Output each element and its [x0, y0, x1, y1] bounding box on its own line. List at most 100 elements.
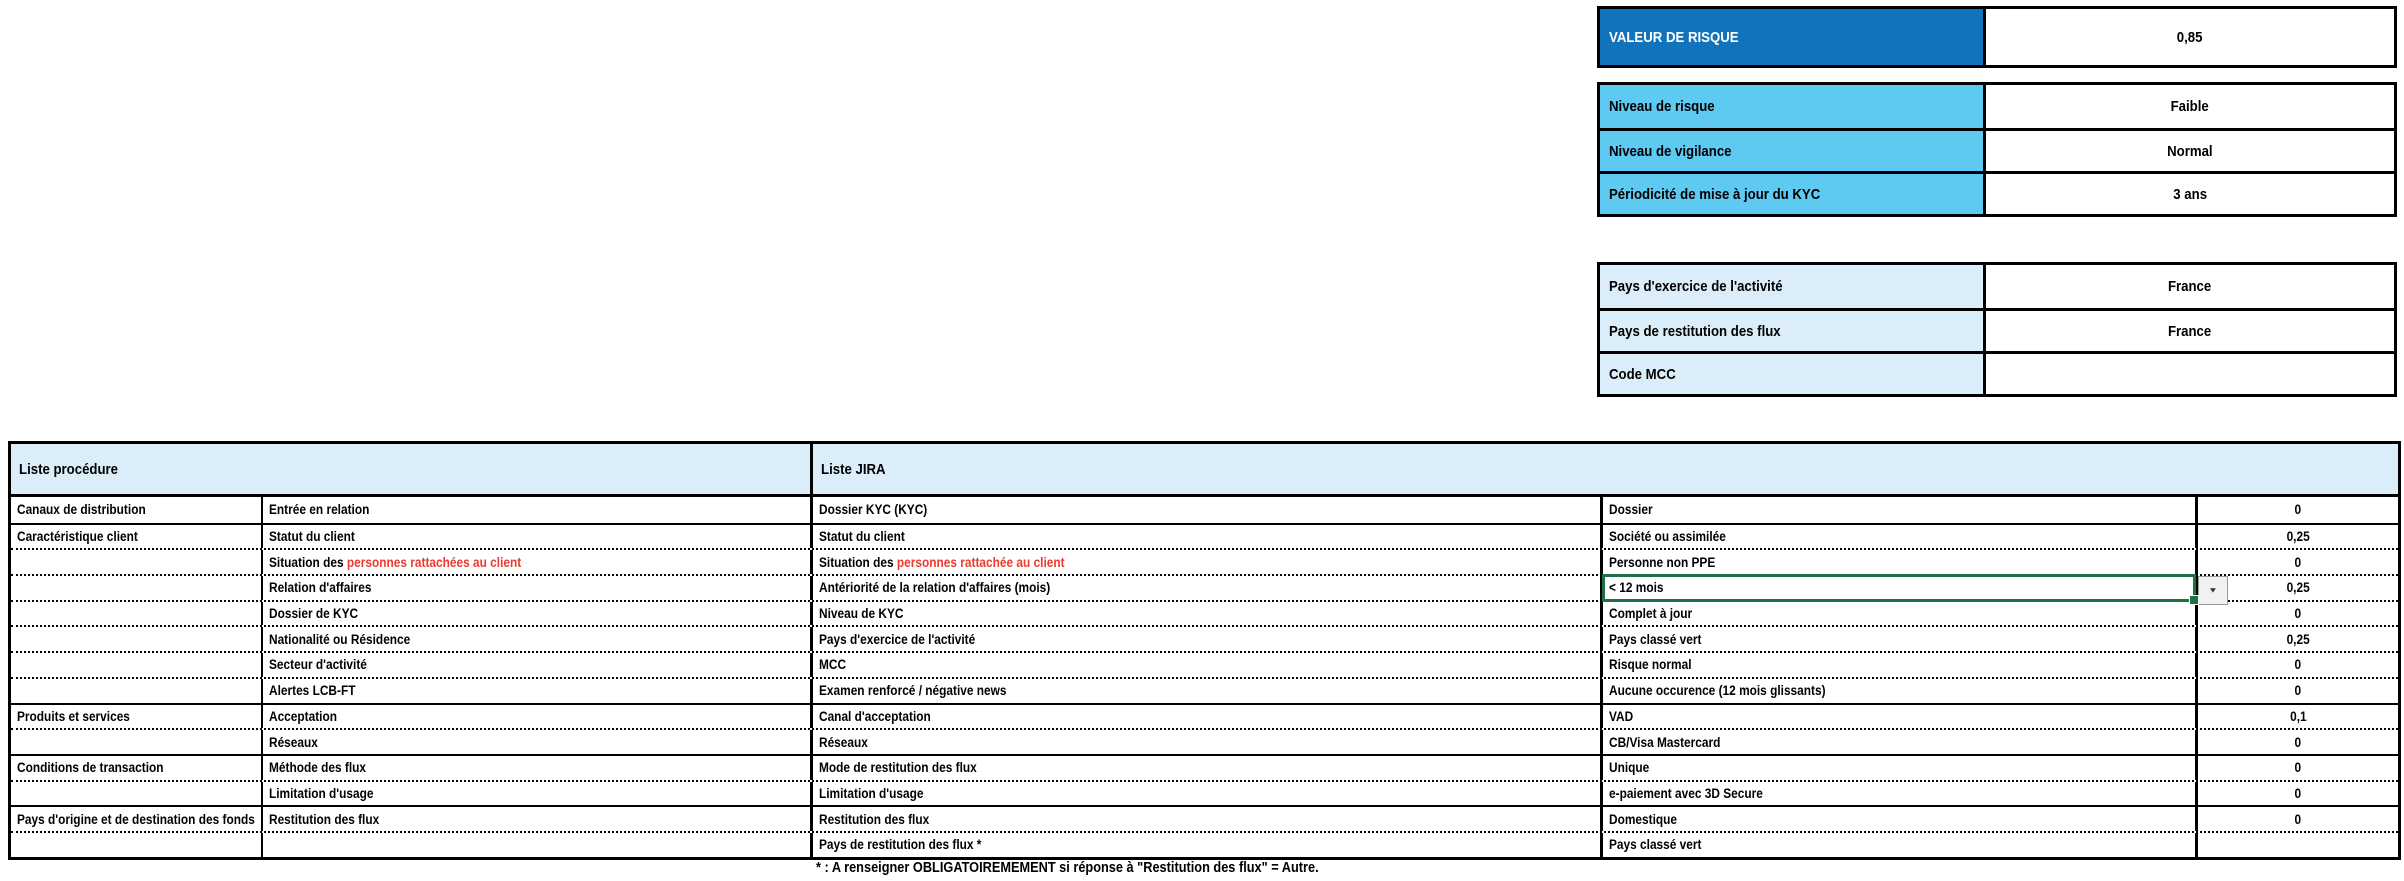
- jira-text: Limitation d'usage: [819, 785, 924, 801]
- score-cell[interactable]: 0: [2198, 782, 2398, 806]
- table-row: Canaux de distribution Entrée en relatio…: [11, 497, 2398, 523]
- answer-cell[interactable]: Pays classé vert: [1603, 832, 2198, 857]
- score-cell[interactable]: [2198, 833, 2398, 857]
- score-cell[interactable]: 0: [2198, 602, 2398, 626]
- score-cell[interactable]: 0: [2198, 679, 2398, 703]
- answer-cell[interactable]: Dossier: [1603, 497, 2198, 523]
- answer-cell[interactable]: Domestique: [1603, 807, 2198, 831]
- score-cell[interactable]: 0: [2198, 653, 2398, 677]
- risk-value-label: VALEUR DE RISQUE: [1600, 9, 1986, 65]
- pays-exercice-cell[interactable]: France: [1986, 265, 2394, 308]
- criteria-table-body: Canaux de distribution Entrée en relatio…: [11, 497, 2398, 857]
- answer-cell[interactable]: VAD: [1603, 704, 2198, 729]
- answer-text: CB/Visa Mastercard: [1609, 734, 1721, 750]
- answer-cell[interactable]: Aucune occurence (12 mois glissants): [1603, 678, 2198, 703]
- procedure-text: Acceptation: [269, 708, 337, 724]
- answer-cell[interactable]: Société ou assimilée: [1603, 524, 2198, 549]
- country-block: Pays d'exercice de l'activité France Pay…: [1597, 262, 2397, 397]
- jira-text: Pays d'exercice de l'activité: [819, 631, 976, 647]
- procedure-text: Situation des: [269, 554, 347, 570]
- procedure-cell: Limitation d'usage: [263, 781, 813, 806]
- answer-text: < 12 mois: [1609, 580, 1664, 596]
- code-mcc-cell[interactable]: [1986, 354, 2394, 394]
- score-cell[interactable]: 0: [2198, 756, 2398, 780]
- answer-text: Aucune occurence (12 mois glissants): [1609, 683, 1826, 699]
- risk-value-cell[interactable]: 0,85: [1986, 9, 2394, 65]
- pays-restitution-value: France: [2168, 322, 2212, 340]
- category-cell: [11, 627, 263, 652]
- risk-level-row: Périodicité de mise à jour du KYC 3 ans: [1600, 171, 2394, 214]
- score-text: 0: [2294, 554, 2302, 570]
- category-text: Conditions de transaction: [17, 760, 164, 776]
- category-cell: Canaux de distribution: [11, 497, 263, 523]
- answer-text: Société ou assimilée: [1609, 529, 1726, 545]
- pays-exercice-label: Pays d'exercice de l'activité: [1600, 265, 1986, 308]
- procedure-cell: Statut du client: [263, 524, 813, 549]
- country-row: Pays d'exercice de l'activité France: [1600, 265, 2394, 308]
- score-text: 0,25: [2286, 580, 2310, 596]
- procedure-text: Alertes LCB-FT: [269, 683, 356, 699]
- answer-text: Pays classé vert: [1609, 631, 1702, 647]
- table-row: Conditions de transaction Méthode des fl…: [11, 753, 2398, 780]
- jira-cell: Pays d'exercice de l'activité: [813, 627, 1603, 652]
- score-text: 0,1: [2289, 708, 2307, 724]
- procedure-text: Nationalité ou Résidence: [269, 631, 411, 647]
- risk-value-text: 0,85: [2177, 28, 2203, 46]
- periodicite-kyc-value: 3 ans: [2173, 185, 2207, 203]
- answer-cell[interactable]: Unique: [1603, 755, 2198, 780]
- score-cell[interactable]: 0: [2198, 550, 2398, 574]
- answer-cell[interactable]: Pays classé vert: [1603, 627, 2198, 652]
- dropdown-button[interactable]: ▼: [2198, 576, 2228, 606]
- periodicite-kyc-cell[interactable]: 3 ans: [1986, 174, 2394, 214]
- procedure-cell: Méthode des flux: [263, 755, 813, 780]
- score-cell[interactable]: 0: [2198, 730, 2398, 754]
- dropdown-arrow-icon: ▼: [2208, 586, 2218, 595]
- answer-cell-selected[interactable]: < 12 mois ▼: [1602, 574, 2228, 606]
- procedure-text: Relation d'affaires: [269, 580, 372, 596]
- procedure-text: Entrée en relation: [269, 502, 370, 518]
- score-cell[interactable]: 0,25: [2198, 525, 2398, 549]
- answer-cell[interactable]: Personne non PPE: [1603, 550, 2198, 575]
- answer-cell[interactable]: CB/Visa Mastercard: [1603, 730, 2198, 754]
- answer-cell[interactable]: Complet à jour: [1603, 601, 2198, 626]
- jira-text: Canal d'acceptation: [819, 708, 931, 724]
- score-cell[interactable]: 0,1: [2198, 705, 2398, 729]
- country-row: Code MCC: [1600, 351, 2394, 394]
- score-cell[interactable]: 0: [2198, 807, 2398, 831]
- score-text: 0: [2294, 502, 2302, 518]
- jira-text: Mode de restitution des flux: [819, 760, 977, 776]
- procedure-cell: Restitution des flux: [263, 807, 813, 831]
- category-cell: [11, 576, 263, 600]
- selection-border: [1602, 574, 2196, 602]
- risk-value-row: VALEUR DE RISQUE 0,85: [1600, 9, 2394, 65]
- category-cell: Pays d'origine et de destination des fon…: [11, 807, 263, 831]
- risk-level-row: Niveau de risque Faible: [1600, 85, 2394, 128]
- table-row: Limitation d'usage Limitation d'usage e-…: [11, 779, 2398, 806]
- jira-cell: Limitation d'usage: [813, 781, 1603, 806]
- pays-exercice-value: France: [2168, 278, 2212, 295]
- jira-cell: Réseaux: [813, 730, 1603, 754]
- procedure-text: Limitation d'usage: [269, 785, 374, 801]
- pays-restitution-label: Pays de restitution des flux: [1600, 311, 1986, 351]
- jira-cell: Canal d'acceptation: [813, 704, 1603, 729]
- code-mcc-label-text: Code MCC: [1609, 365, 1676, 383]
- pays-restitution-cell[interactable]: France: [1986, 311, 2394, 351]
- niveau-vigilance-cell[interactable]: Normal: [1986, 131, 2394, 171]
- table-row: Pays d'origine et de destination des fon…: [11, 805, 2398, 831]
- answer-cell[interactable]: Risque normal: [1603, 653, 2198, 677]
- footnote: * : A renseigner OBLIGATOIREMEMENT si ré…: [816, 860, 1387, 876]
- selection-fill-handle[interactable]: [2189, 594, 2199, 605]
- score-cell[interactable]: 0,25: [2198, 627, 2398, 651]
- jira-red-text: personnes rattachée au client: [896, 554, 1065, 570]
- jira-cell: Antériorité de la relation d'affaires (m…: [813, 576, 1603, 600]
- score-cell[interactable]: 0: [2198, 497, 2398, 523]
- answer-cell[interactable]: e-paiement avec 3D Secure: [1603, 781, 2198, 806]
- table-row: Caractéristique client Statut du client …: [11, 522, 2398, 549]
- category-cell: Conditions de transaction: [11, 755, 263, 780]
- table-row: Dossier de KYC Niveau de KYC Complet à j…: [11, 599, 2398, 626]
- procedure-cell: Réseaux: [263, 730, 813, 754]
- criteria-table-header: Liste procédure Liste JIRA: [11, 444, 2398, 497]
- niveau-risque-cell[interactable]: Faible: [1986, 85, 2394, 128]
- score-cell[interactable]: 0,25: [2198, 576, 2398, 600]
